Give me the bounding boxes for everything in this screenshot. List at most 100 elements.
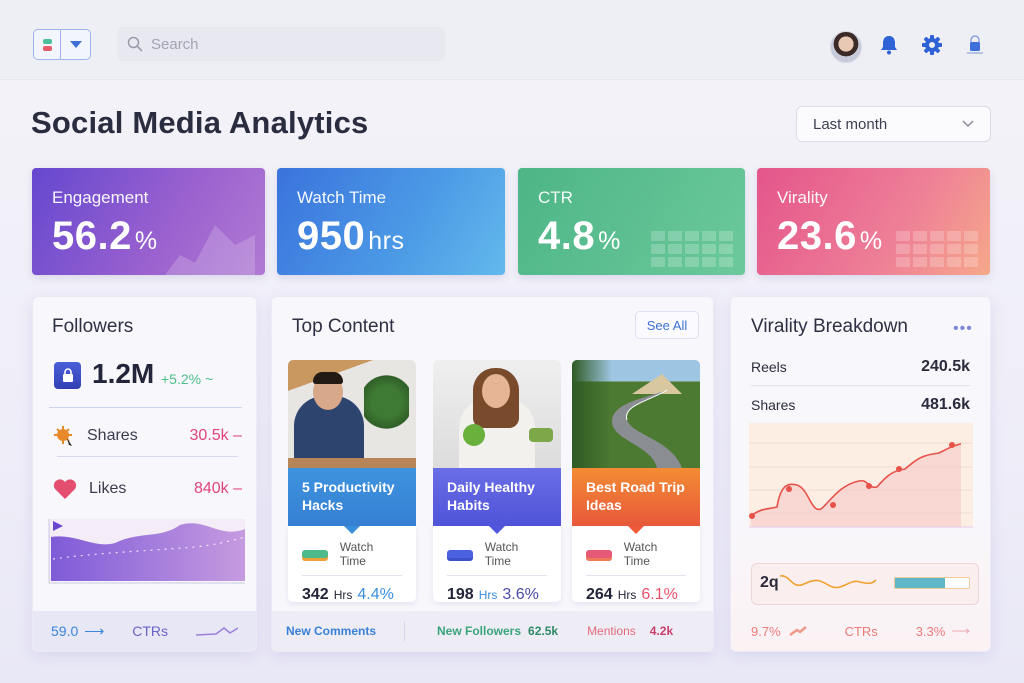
top-content-card: Top Content See All 5 Productivity Hacks…	[271, 296, 714, 652]
kpi-label: Watch Time	[297, 188, 387, 207]
virality-row-shares[interactable]: Shares 481.6k	[751, 386, 970, 424]
row-label: Reels	[751, 358, 787, 375]
content-title: Best Road Trip Ideas	[572, 468, 700, 534]
virality-line-chart	[749, 423, 973, 528]
content-stats: Watch Time 342 Hrs 4.4%	[288, 526, 416, 603]
followers-card: Followers 1.2M +5.2% ~ Shares 30.5k – Li…	[32, 296, 257, 652]
footer-label: CTRs	[132, 623, 169, 639]
virality-card: Virality Breakdown ••• Reels 240.5k Share…	[730, 296, 991, 652]
heart-icon	[53, 479, 77, 499]
content-stats: Watch Time 264 Hrs 6.1%	[572, 526, 700, 603]
content-thumbnail	[433, 360, 561, 468]
trend-up-icon	[788, 626, 807, 636]
followers-change: +5.2% ~	[161, 371, 214, 387]
content-title: Daily Healthy Habits	[433, 468, 561, 534]
kpi-value: 950 hrs	[297, 214, 405, 258]
footer-label: CTRs	[844, 623, 878, 639]
row-label: Likes	[89, 480, 127, 497]
mentions-value: 4.2k	[649, 624, 674, 638]
followers-area-chart	[48, 519, 245, 584]
kpi-card-watch-time[interactable]: Watch Time 950 hrs	[277, 168, 505, 275]
search-input[interactable]	[151, 35, 411, 53]
app-switcher[interactable]	[33, 29, 91, 60]
decorative-chart-icon	[165, 225, 255, 275]
hours-unit: Hrs	[617, 588, 637, 602]
row-value: 481.6k	[921, 396, 970, 413]
metric-label: Watch Time	[339, 540, 374, 568]
top-content-footer: New Comments New Followers 62.5k Mention…	[272, 611, 713, 651]
content-item[interactable]: 5 Productivity Hacks Watch Time 342 Hrs 4.…	[288, 360, 416, 603]
bell-icon[interactable]	[877, 33, 901, 57]
footer-left-value: 9.7%	[751, 623, 781, 639]
chevron-down-icon[interactable]	[61, 30, 90, 59]
followers-total: 1.2M	[92, 358, 155, 389]
row-value: 240.5k	[921, 357, 970, 375]
chevron-down-icon	[962, 120, 974, 128]
lock-icon[interactable]	[963, 33, 987, 57]
virality-list: Reels 240.5k Shares 481.6k	[751, 348, 970, 424]
legend-swatch-icon	[302, 550, 328, 558]
see-all-button[interactable]: See All	[635, 311, 699, 339]
legend-swatch-icon	[447, 550, 473, 558]
hours-value: 342	[302, 586, 329, 603]
legend-swatch-icon	[586, 550, 612, 558]
arrow-right-icon: ⟶	[84, 622, 105, 639]
virality-footer: 9.7% CTRs 3.3% ⟶	[731, 611, 990, 651]
hours-value: 264	[586, 586, 613, 603]
content-title: 5 Productivity Hacks	[288, 468, 416, 534]
virality-row-reels[interactable]: Reels 240.5k	[751, 348, 970, 386]
hours-unit: Hrs	[333, 588, 353, 602]
kpi-value: 4.8%	[538, 214, 621, 258]
kpi-label: Engagement	[52, 188, 149, 207]
kpi-label: CTR	[538, 188, 573, 207]
content-stats: Watch Time 198 Hrs 3.6%	[433, 526, 561, 603]
sparkle-icon	[54, 426, 72, 446]
hours-unit: Hrs	[478, 588, 498, 602]
kpi-card-virality[interactable]: Virality 23.6%	[757, 168, 990, 275]
decorative-grid-icon	[896, 231, 978, 267]
kpi-card-ctr[interactable]: CTR 4.8%	[518, 168, 745, 275]
period-select-value: Last month	[813, 115, 888, 133]
footer-right-value: 3.3%	[915, 623, 946, 639]
kpi-label: Virality	[777, 188, 828, 207]
metric-label: Watch Time	[484, 540, 519, 568]
search-box[interactable]	[117, 27, 445, 61]
row-value: 30.5k –	[189, 427, 242, 444]
period-select[interactable]: Last month	[796, 106, 991, 142]
pct-value: 3.6%	[502, 586, 539, 603]
content-item[interactable]: Daily Healthy Habits Watch Time 198 Hrs 3.…	[433, 360, 561, 603]
row-value: 840k –	[193, 480, 242, 497]
card-title: Followers	[52, 316, 134, 337]
avatar[interactable]	[830, 31, 862, 63]
pct-value: 6.1%	[641, 586, 678, 603]
kpi-value: 56.2%	[52, 214, 158, 258]
kpi-value: 23.6%	[777, 214, 883, 258]
metric-label: Watch Time	[623, 540, 658, 568]
row-label: Shares	[87, 427, 138, 444]
kpi-card-engagement[interactable]: Engagement 56.2%	[32, 168, 265, 275]
content-item[interactable]: Best Road Trip Ideas Watch Time 264 Hrs 6.…	[572, 360, 700, 603]
card-title: Virality Breakdown	[751, 316, 909, 337]
virality-mini-widget[interactable]: 2q	[751, 563, 979, 605]
page-title: Social Media Analytics	[31, 105, 369, 140]
new-comments-link[interactable]: New Comments	[286, 624, 377, 638]
followers-footer: 59.0 ⟶ CTRs	[33, 611, 256, 651]
followers-row-likes[interactable]: Likes 840k –	[53, 478, 242, 500]
footer-value: 59.0	[51, 623, 79, 639]
lock-icon	[54, 362, 81, 389]
progress-bar	[894, 577, 970, 589]
gear-icon[interactable]	[920, 33, 944, 57]
search-icon	[127, 36, 143, 52]
sparkline-icon	[780, 575, 877, 589]
decorative-grid-icon	[651, 231, 733, 267]
mentions-label: Mentions	[587, 624, 636, 638]
followers-row-shares[interactable]: Shares 30.5k –	[53, 425, 242, 447]
mini-label: 2q	[760, 574, 779, 591]
pct-value: 4.4%	[357, 586, 394, 603]
trend-line-icon	[195, 627, 238, 636]
arrow-right-icon: ⟶	[951, 623, 970, 638]
more-options-icon[interactable]: •••	[953, 320, 973, 337]
new-followers-label: New Followers	[437, 624, 522, 638]
top-bar	[0, 0, 1024, 80]
app-logo-icon	[34, 30, 61, 59]
